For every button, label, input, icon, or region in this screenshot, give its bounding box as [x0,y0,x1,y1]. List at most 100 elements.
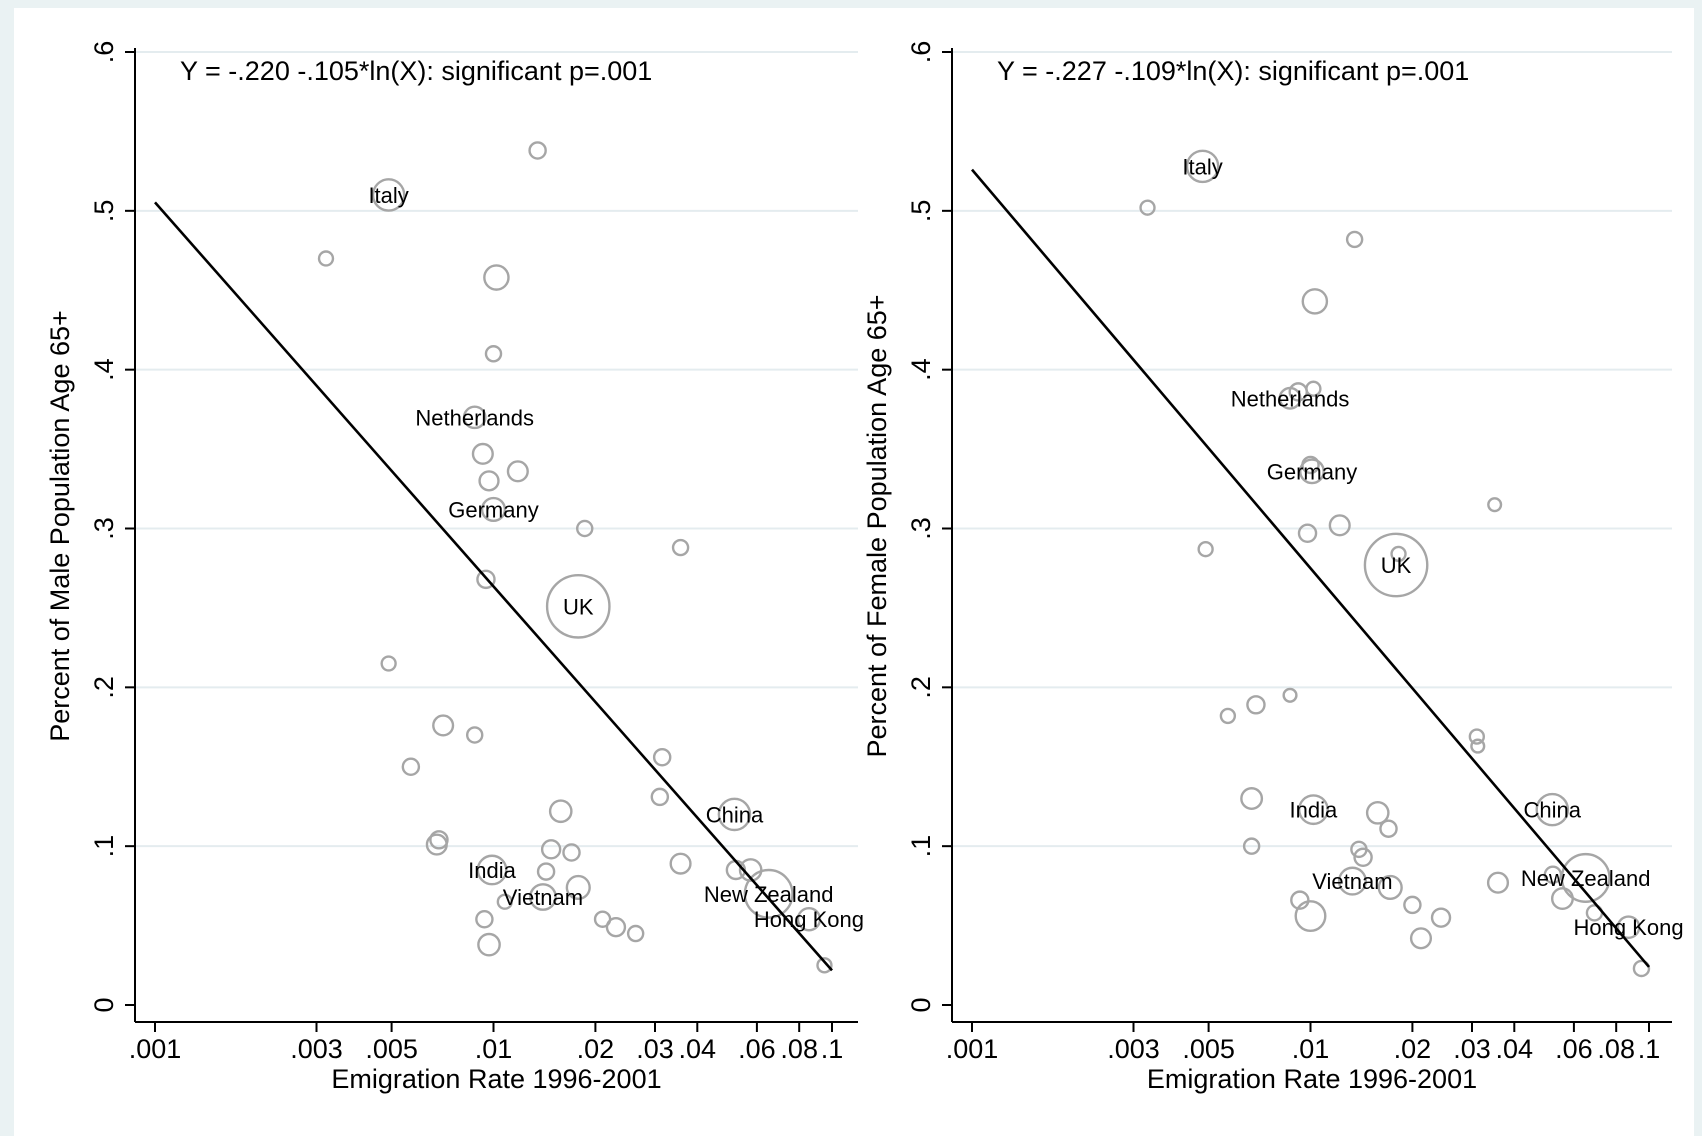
point-label: New Zealand [1521,866,1651,891]
x-tick-label: .003 [1107,1034,1160,1064]
y-tick-label: 0 [906,997,936,1012]
bubble [484,345,503,363]
bubble [478,470,500,492]
y-tick-label: .1 [89,835,119,858]
bubble-vietnam [529,883,557,911]
bubble [471,442,494,465]
bubble-germany [1299,458,1325,485]
x-tick-label: .01 [1292,1034,1330,1064]
bubble [1377,874,1403,901]
x-tick-label: .06 [738,1034,776,1064]
bubble [1219,707,1237,725]
bubble [1486,871,1510,894]
x-tick-label: .03 [1453,1034,1491,1064]
bubble [576,519,594,538]
bubble [496,893,513,910]
bubble [1242,837,1261,855]
bubble-uk [1363,532,1429,598]
bubble [1139,199,1156,216]
bubble [506,460,529,483]
bubble [565,874,591,901]
bubble [1345,230,1364,249]
point-label: Vietnam [503,885,583,910]
bubble-vietnam [1337,866,1367,896]
bubble [1430,907,1452,928]
point-label: India [468,858,516,883]
x-tick-label: .001 [129,1034,182,1064]
x-tick-label: .001 [946,1034,999,1064]
bubble [429,830,449,850]
y-tick-label: .4 [89,358,119,381]
bubble [1550,887,1574,911]
y-tick-label: .4 [906,358,936,381]
x-tick-label: .005 [1182,1034,1235,1064]
y-tick-label: .6 [89,41,119,64]
bubble [1487,497,1503,513]
bubble [475,909,494,929]
y-axis-label: Percent of Female Population Age 65+ [862,294,892,757]
bubble [1379,819,1398,838]
bubble-india [476,854,508,886]
bubble [1390,545,1407,563]
bubble [1328,514,1351,537]
x-tick-label: .003 [290,1034,343,1064]
bubble [1301,455,1320,475]
y-tick-label: .5 [906,200,936,223]
point-label: Italy [1182,154,1222,179]
bubble-china [1535,792,1570,827]
bubble-new-zealand [1560,852,1611,903]
bubble [626,924,645,943]
point-label: Vietnam [1312,869,1392,894]
bubble [465,726,484,744]
fit-line [154,201,833,972]
bubble [1353,847,1373,868]
bubble-italy [1185,149,1220,184]
bubble [1468,728,1485,745]
bubble [650,787,670,807]
bubble [1197,540,1214,558]
x-tick-label: .1 [1638,1034,1661,1064]
y-tick-label: 0 [89,997,119,1012]
bubble-new-zealand [743,868,794,919]
point-label: India [1290,798,1338,823]
bubble [1305,380,1322,397]
bubble [1246,695,1266,715]
point-label: China [1524,798,1582,823]
bubble [1470,738,1486,754]
bubble [605,916,627,938]
x-tick-label: .03 [636,1034,674,1064]
point-label: Hong Kong [754,907,864,932]
bubble [652,747,672,767]
point-label: Hong Kong [1573,915,1683,940]
bubble [380,655,397,672]
y-tick-label: .5 [89,200,119,223]
y-tick-label: .2 [906,676,936,699]
point-label: Italy [368,183,408,208]
bubble [562,843,581,862]
bubble [432,714,455,737]
bubble [540,839,562,860]
y-tick-label: .1 [906,835,936,858]
point-label: China [706,802,764,827]
point-label: Netherlands [415,405,534,430]
male-population-panel: Italy Netherlands Germany UK China India New Z… [45,30,864,1094]
point-label: UK [1381,553,1412,578]
bubble [528,141,547,160]
y-tick-label: .2 [89,676,119,699]
x-tick-label: .01 [475,1034,513,1064]
bubble [1632,959,1651,978]
y-tick-label: .6 [906,41,936,64]
fit-line [971,168,1650,968]
bubble [1409,927,1433,950]
x-axis-label: Emigration Rate 1996-2001 [331,1064,661,1094]
regression-annotation: Y = -.220 -.105*ln(X): significant p=.00… [180,56,652,86]
bubble-italy [371,178,406,212]
x-tick-label: .08 [1597,1034,1635,1064]
bubble [1290,890,1310,910]
y-tick-label: .3 [906,517,936,540]
female-population-panel: Italy Netherlands Germany UK India China Vietn… [862,30,1684,1094]
bubble-netherlands [462,405,487,430]
regression-annotation: Y = -.227 -.109*ln(X): significant p=.00… [997,56,1469,86]
bubble [816,957,833,974]
